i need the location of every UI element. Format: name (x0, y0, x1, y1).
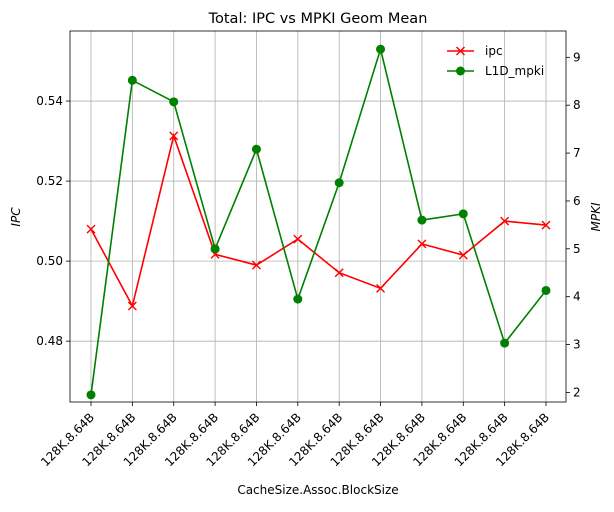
legend-label-l1d-mpki: L1D_mpki (485, 64, 544, 78)
y-axis-label: IPC (9, 207, 23, 227)
series-line-l1d-mpki (90, 46, 547, 395)
data-point-l1d-mpki (251, 144, 261, 154)
data-point-ipc (293, 234, 303, 244)
data-point-ipc-stroke (169, 131, 179, 141)
data-point-ipc (251, 260, 261, 270)
legend: ipc L1D_mpki (447, 44, 544, 78)
data-point-ipc-stroke (417, 239, 427, 249)
y2-tick-label: 5 (573, 242, 581, 256)
data-point-l1d-mpki (334, 178, 344, 188)
y2-tick-label: 2 (573, 385, 581, 399)
data-point-ipc (376, 283, 386, 293)
y2-tick-label: 3 (573, 338, 581, 352)
legend-label-ipc: ipc (485, 44, 503, 58)
data-point-ipc (541, 220, 551, 230)
y-tick-label: 0.54 (36, 94, 63, 108)
data-point-ipc-stroke (334, 268, 344, 278)
data-point-l1d-mpki (376, 44, 386, 54)
y-tick-label: 0.50 (36, 254, 63, 268)
y2-tick-label: 8 (573, 98, 581, 112)
legend-marker-ipc-stroke (456, 46, 465, 56)
data-point-l1d-mpki (127, 75, 137, 85)
y2-tick-label: 7 (573, 146, 581, 160)
data-point-l1d-mpki (458, 209, 468, 219)
data-point-ipc (417, 239, 427, 249)
data-point-l1d-mpki (541, 285, 551, 295)
data-point-ipc (458, 250, 468, 260)
y2-tick-label: 4 (573, 290, 581, 304)
data-point-ipc (500, 216, 510, 226)
data-point-ipc-stroke (86, 224, 96, 234)
series-layer (86, 44, 551, 400)
data-point-l1d-mpki (210, 244, 220, 254)
data-point-l1d-mpki (86, 390, 96, 400)
y2-tick-label: 9 (573, 50, 581, 64)
legend-marker-ipc (456, 46, 465, 56)
y2-axis-label: MPKI (589, 202, 603, 231)
data-point-ipc-stroke (541, 220, 551, 230)
data-point-ipc-stroke (500, 216, 510, 226)
axes: 128K.8.64B128K.8.64B128K.8.64B128K.8.64B… (36, 30, 581, 469)
chart-title: Total: IPC vs MPKI Geom Mean (208, 11, 428, 27)
data-point-l1d-mpki (293, 294, 303, 304)
data-point-ipc (334, 268, 344, 278)
data-point-ipc-stroke (251, 260, 261, 270)
data-point-ipc-stroke (458, 250, 468, 260)
data-point-ipc-stroke (376, 283, 386, 293)
data-point-ipc (86, 224, 96, 234)
data-point-l1d-mpki (169, 97, 179, 107)
data-point-l1d-mpki (500, 338, 510, 348)
y2-tick-label: 6 (573, 194, 581, 208)
y-tick-label: 0.48 (36, 334, 63, 348)
plot-frame (69, 30, 567, 403)
x-axis-label: CacheSize.Assoc.BlockSize (237, 483, 398, 497)
data-point-ipc-stroke (127, 301, 137, 311)
data-point-ipc (169, 131, 179, 141)
series-line-ipc (90, 133, 547, 309)
data-point-ipc-stroke (293, 234, 303, 244)
data-point-ipc (127, 301, 137, 311)
grid (70, 31, 566, 402)
y-tick-label: 0.52 (36, 174, 63, 188)
legend-marker-l1d-mpki (456, 66, 465, 76)
data-point-l1d-mpki (417, 215, 427, 225)
